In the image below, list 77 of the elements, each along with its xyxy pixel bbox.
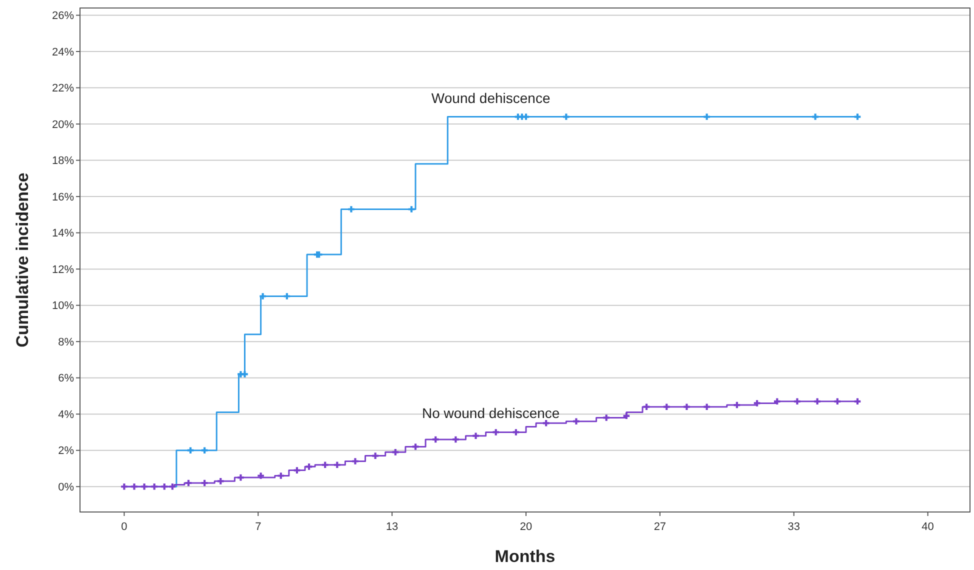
point bbox=[812, 114, 818, 120]
y-tick-label: 2% bbox=[58, 445, 74, 458]
point bbox=[131, 483, 138, 490]
series-label: No wound dehiscence bbox=[422, 405, 560, 422]
point bbox=[294, 467, 300, 474]
point bbox=[217, 478, 224, 484]
y-tick-label: 4% bbox=[58, 408, 74, 421]
x-tick-label: 7 bbox=[255, 521, 262, 533]
y-tick-label: 10% bbox=[52, 300, 74, 312]
point bbox=[704, 404, 710, 410]
x-tick-label: 0 bbox=[121, 521, 128, 533]
point bbox=[704, 114, 710, 120]
point bbox=[794, 398, 800, 405]
y-tick-label: 6% bbox=[58, 372, 74, 385]
point bbox=[352, 458, 358, 464]
point bbox=[242, 371, 248, 378]
point bbox=[169, 483, 176, 490]
point bbox=[452, 436, 459, 443]
point bbox=[121, 483, 128, 490]
point bbox=[278, 472, 284, 479]
y-tick-label: 14% bbox=[52, 228, 74, 240]
point bbox=[522, 114, 530, 120]
y-tick-label: 20% bbox=[52, 118, 74, 131]
y-tick-label: 22% bbox=[52, 82, 74, 95]
point bbox=[201, 480, 208, 486]
point bbox=[306, 464, 312, 470]
point bbox=[408, 206, 415, 212]
point bbox=[563, 114, 570, 120]
y-tick-label: 24% bbox=[52, 46, 74, 58]
point bbox=[348, 206, 354, 212]
point bbox=[258, 472, 264, 479]
point bbox=[573, 418, 580, 424]
y-tick-label: 16% bbox=[52, 191, 74, 204]
y-tick-label: 26% bbox=[52, 10, 74, 22]
point bbox=[161, 483, 168, 490]
point bbox=[542, 420, 550, 426]
x-axis-title: Months bbox=[494, 547, 556, 566]
point bbox=[432, 436, 439, 443]
point bbox=[412, 444, 419, 450]
y-tick-label: 12% bbox=[52, 264, 74, 276]
point bbox=[684, 404, 690, 410]
point bbox=[201, 447, 208, 454]
point bbox=[141, 483, 148, 490]
point bbox=[284, 293, 290, 300]
point bbox=[512, 429, 520, 436]
x-tick-label: 20 bbox=[520, 521, 532, 533]
point bbox=[185, 480, 192, 486]
point bbox=[834, 398, 841, 405]
y-tick-label: 0% bbox=[58, 481, 74, 494]
point bbox=[854, 114, 861, 120]
point bbox=[392, 449, 399, 456]
point bbox=[854, 398, 861, 405]
x-tick-label: 40 bbox=[922, 521, 934, 533]
point bbox=[334, 462, 340, 468]
point bbox=[663, 404, 670, 410]
point bbox=[774, 398, 780, 405]
x-tick-label: 33 bbox=[788, 521, 800, 533]
series-label: Wound dehiscence bbox=[431, 90, 550, 106]
point bbox=[734, 402, 740, 408]
y-tick-label: 8% bbox=[58, 336, 74, 348]
point bbox=[187, 447, 194, 454]
point bbox=[151, 483, 158, 490]
point bbox=[322, 462, 328, 468]
point bbox=[260, 293, 266, 300]
y-axis-title: Cumulative incidence bbox=[13, 172, 32, 348]
x-tick-label: 13 bbox=[386, 521, 398, 533]
point bbox=[603, 414, 610, 421]
y-tick-label: 18% bbox=[52, 155, 74, 168]
point bbox=[472, 432, 479, 439]
point bbox=[814, 398, 820, 405]
point bbox=[623, 412, 630, 420]
x-tick-label: 27 bbox=[654, 521, 666, 533]
point bbox=[754, 400, 760, 406]
point bbox=[372, 452, 378, 459]
point bbox=[492, 429, 500, 436]
point bbox=[643, 404, 650, 410]
point bbox=[238, 474, 244, 481]
